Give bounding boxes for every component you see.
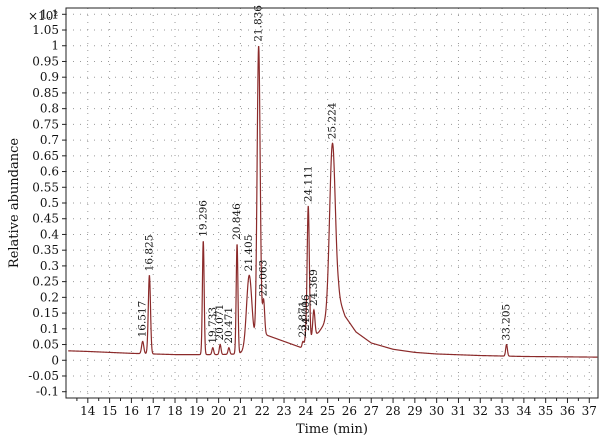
peak-label: 22.063 [258, 260, 270, 297]
y-tick-label: 0.25 [32, 275, 59, 289]
grid [66, 8, 598, 398]
y-tick-label: 1.05 [32, 23, 59, 37]
peak-label: 24.006 [300, 294, 312, 331]
x-tick-label: 30 [429, 404, 444, 418]
peak-label: 19.296 [197, 200, 209, 237]
x-tick-label: 23 [276, 404, 291, 418]
y-tick-label: 0.6 [40, 165, 59, 179]
y-tick-label: 0.15 [32, 306, 59, 320]
y-tick-label: 0.85 [32, 86, 59, 100]
y-tick-label: 0.3 [40, 259, 59, 273]
peak-label: 21.405 [243, 235, 255, 272]
x-tick-label: 32 [473, 404, 488, 418]
y-tick-label: 0.65 [32, 149, 59, 163]
x-tick-label: 18 [167, 404, 182, 418]
x-tick-label: 29 [407, 404, 422, 418]
y-scale-multiplier: ×10² [28, 9, 58, 23]
peak-label: 20.471 [223, 307, 235, 344]
y-tick-label: 1 [51, 39, 59, 53]
peak-label: 24.369 [308, 269, 320, 306]
peak-label: 20.846 [231, 203, 243, 240]
peak-label: 20.071 [214, 304, 226, 341]
x-tick-label: 36 [560, 404, 575, 418]
x-tick-label: 28 [385, 404, 400, 418]
y-tick-label: 1.1 [40, 7, 59, 21]
x-tick-label: 22 [255, 404, 270, 418]
x-tick-label: 37 [582, 404, 597, 418]
peak-label: 16.825 [143, 235, 155, 272]
chromatogram-line [68, 45, 598, 358]
x-tick-label: 33 [494, 404, 509, 418]
y-axis-title: Relative abundance [7, 138, 22, 268]
y-tick-label: 0.45 [32, 212, 59, 226]
x-axis: 14 15 16 17 18 19 20 21 22 23 24 25 26 27 28 29 30 31 32 33… [76, 398, 597, 418]
x-tick-label: 31 [451, 404, 466, 418]
x-tick-label: 27 [364, 404, 379, 418]
x-tick-label: 17 [146, 404, 161, 418]
x-tick-label: 14 [80, 404, 96, 418]
x-tick-label: 35 [538, 404, 553, 418]
peak-label: 19.733 [207, 307, 219, 344]
x-tick-label: 20 [211, 404, 226, 418]
y-tick-label: 0.75 [32, 117, 59, 131]
y-axis: 1.1 1.05 10.95 0.9 0.85 0.80.75 0.7 0.65 0.60.55… [28, 7, 66, 399]
y-tick-label: 0.5 [40, 196, 59, 210]
peak-label: 16.517 [137, 301, 149, 338]
y-tick-label: 0.4 [40, 227, 59, 241]
x-tick-label: 34 [516, 404, 532, 418]
peak-label: 33.205 [501, 304, 513, 341]
x-tick-label: 16 [124, 404, 139, 418]
peak-label: 24.111 [302, 165, 314, 202]
x-tick-label: 19 [189, 404, 204, 418]
y-tick-label: 0.95 [32, 54, 59, 68]
x-tick-label: 24 [298, 404, 314, 418]
y-tick-label: -0.05 [28, 369, 59, 383]
peak-label: 21.836 [253, 5, 265, 42]
y-tick-label: 0.05 [32, 338, 59, 352]
y-tick-label: 0 [51, 353, 59, 367]
y-tick-label: -0.1 [36, 385, 59, 399]
plot-frame [65, 7, 599, 399]
x-tick-label: 15 [102, 404, 117, 418]
y-tick-label: 0.8 [40, 102, 59, 116]
y-tick-label: 0.2 [40, 290, 59, 304]
y-tick-label: 0.9 [40, 70, 59, 84]
y-tick-label: 0.35 [32, 243, 59, 257]
y-tick-label: 0.1 [40, 322, 59, 336]
x-axis-title: Time (min) [296, 422, 368, 437]
peak-label: 25.224 [327, 102, 339, 139]
x-tick-label: 26 [342, 404, 357, 418]
x-tick-label: 21 [233, 404, 248, 418]
x-tick-label: 25 [320, 404, 335, 418]
y-tick-label: 0.7 [40, 133, 59, 147]
chromatogram-series [68, 45, 598, 358]
y-tick-label: 0.55 [32, 180, 59, 194]
peak-label: 23.871 [297, 301, 309, 338]
